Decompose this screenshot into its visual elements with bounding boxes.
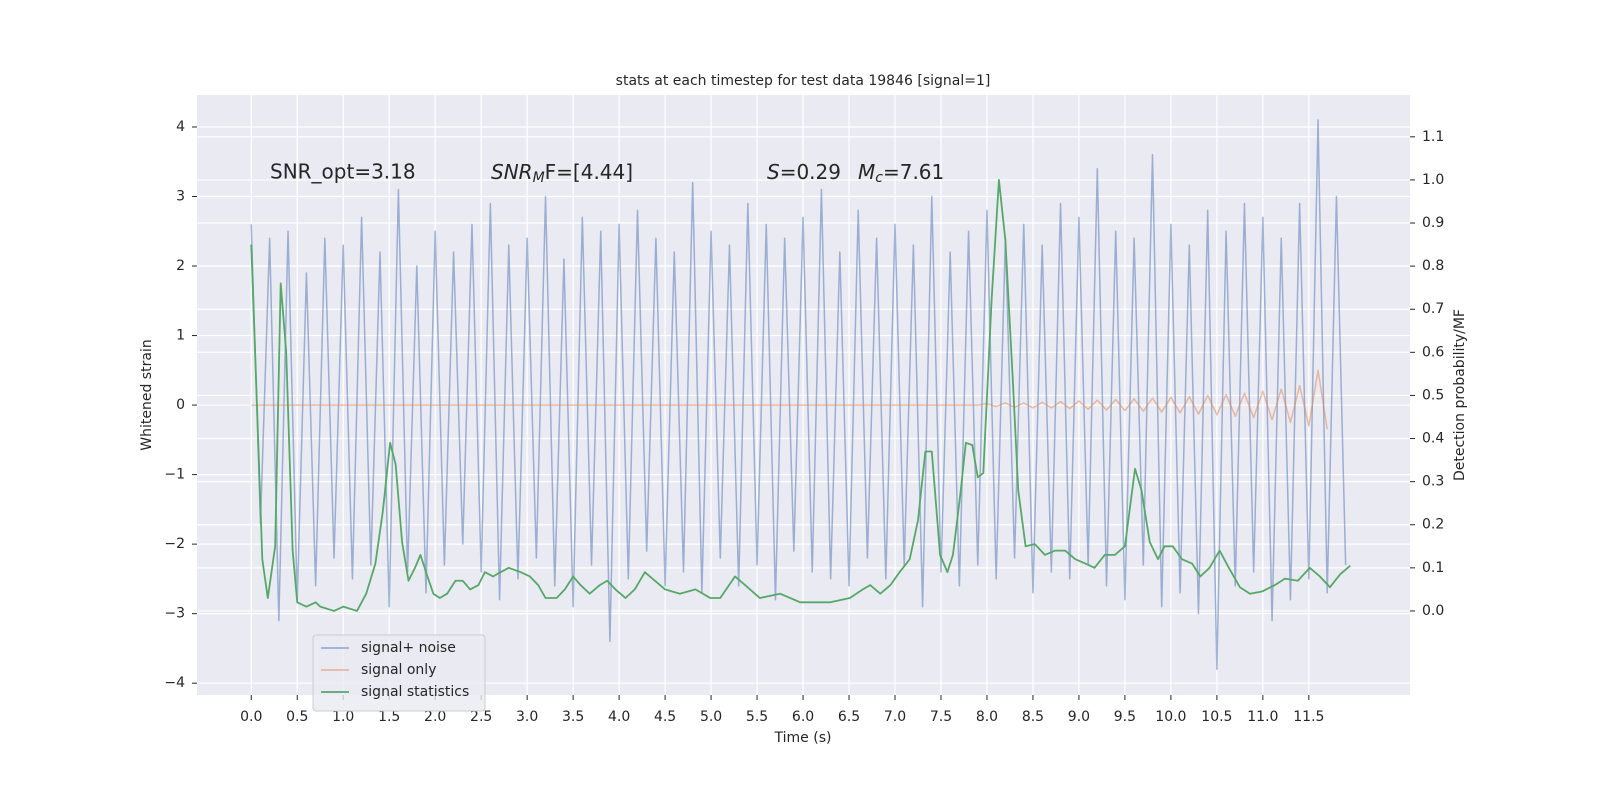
annotation-part: F=[4.44] [545, 160, 633, 184]
y-tick-label: 0 [176, 397, 185, 413]
y2-tick-label: 0.2 [1422, 517, 1444, 533]
legend-box [312, 634, 486, 712]
x-tick-label: 5.0 [700, 709, 722, 725]
legend-label: signal statistics [361, 684, 469, 700]
y-axis-label: Whitened strain [139, 339, 155, 450]
x-tick-label: 7.5 [930, 709, 952, 725]
x-tick-label: 5.5 [746, 709, 768, 725]
legend: signal+ noise signal only signal statistic… [312, 634, 486, 712]
x-tick-label: 0.5 [286, 709, 308, 725]
chart-title: stats at each timestep for test data 198… [616, 73, 991, 89]
y2-tick-label: 0.3 [1422, 474, 1444, 490]
series-line [250, 119, 1347, 671]
x-tick-label: 4.0 [608, 709, 630, 725]
x-tick-label: 6.0 [792, 709, 814, 725]
x-tick-label: 7.0 [884, 709, 906, 725]
annotation-part: M [533, 170, 545, 186]
legend-label: signal only [361, 662, 436, 678]
series-line [251, 369, 1328, 430]
annotation-part: =0.29 [780, 160, 841, 184]
x-tick-label: 3.5 [562, 709, 584, 725]
y2-tick-label: 1.0 [1422, 172, 1444, 188]
axes: 0.0 0.5 1.0 1.5 2.0 2.5 3.0 3.5 4.0 4.5 5.0 5.5 6.0 6… [164, 119, 1444, 725]
annotation-part: M [858, 160, 875, 184]
x-tick-label: 10.5 [1201, 709, 1232, 725]
legend-label: signal+ noise [361, 640, 456, 656]
y2-tick-label: 0.8 [1422, 258, 1444, 274]
y2-tick-label: 0.4 [1422, 431, 1444, 447]
annotation: SNR_opt=3.18 [270, 160, 416, 184]
x-tick-label: 8.5 [1022, 709, 1044, 725]
x-tick-label: 9.0 [1068, 709, 1090, 725]
x-tick-label: 1.5 [378, 709, 400, 725]
y-tick-label: −2 [164, 536, 185, 552]
y-tick-label: 4 [176, 119, 185, 135]
series-line [250, 179, 1351, 612]
annotation-part: S [767, 160, 780, 184]
y-tick-label: 3 [176, 189, 185, 205]
x-tick-label: 1.0 [332, 709, 354, 725]
annotation: SNRMF=[4.44] [491, 160, 633, 187]
y2-tick-label: 1.1 [1422, 129, 1444, 145]
annotation: Mc=7.61 [858, 160, 944, 187]
x-tick-label: 10.0 [1155, 709, 1186, 725]
x-tick-label: 11.5 [1293, 709, 1324, 725]
annotation-part: SNR [491, 160, 533, 184]
y2-axis-label: Detection probability/MF [1452, 309, 1468, 481]
x-tick-label: 6.5 [838, 709, 860, 725]
x-tick-label: 0.0 [240, 709, 262, 725]
y-tick-label: −1 [164, 467, 185, 483]
annotation-part: =7.61 [883, 160, 944, 184]
x-tick-label: 4.5 [654, 709, 676, 725]
y2-tick-label: 0.6 [1422, 344, 1444, 360]
marks [250, 119, 1351, 671]
y-tick-label: 1 [176, 328, 185, 344]
annotation-part: c [875, 170, 883, 186]
y-tick-label: 2 [176, 258, 185, 274]
x-tick-label: 11.0 [1247, 709, 1278, 725]
y-tick-label: −3 [164, 606, 185, 622]
y2-tick-label: 0.9 [1422, 215, 1444, 231]
y2-tick-label: 0.5 [1422, 387, 1444, 403]
y2-tick-label: 0.0 [1422, 603, 1444, 619]
x-tick-label: 9.5 [1114, 709, 1136, 725]
y2-tick-label: 0.1 [1422, 560, 1444, 576]
x-axis-label: Time (s) [774, 730, 832, 746]
x-tick-label: 2.0 [424, 709, 446, 725]
x-tick-label: 8.0 [976, 709, 998, 725]
y-tick-label: −4 [164, 675, 185, 691]
annotation: S=0.29 [767, 160, 841, 184]
x-tick-label: 2.5 [470, 709, 492, 725]
x-tick-label: 3.0 [516, 709, 538, 725]
y2-tick-label: 0.7 [1422, 301, 1444, 317]
